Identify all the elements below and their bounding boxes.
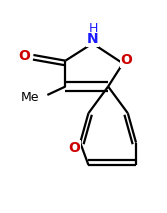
- Text: O: O: [68, 141, 80, 155]
- Text: O: O: [18, 49, 30, 63]
- Text: N: N: [87, 32, 98, 46]
- Text: O: O: [120, 53, 132, 67]
- Text: H: H: [89, 22, 98, 35]
- Text: Me: Me: [21, 91, 39, 104]
